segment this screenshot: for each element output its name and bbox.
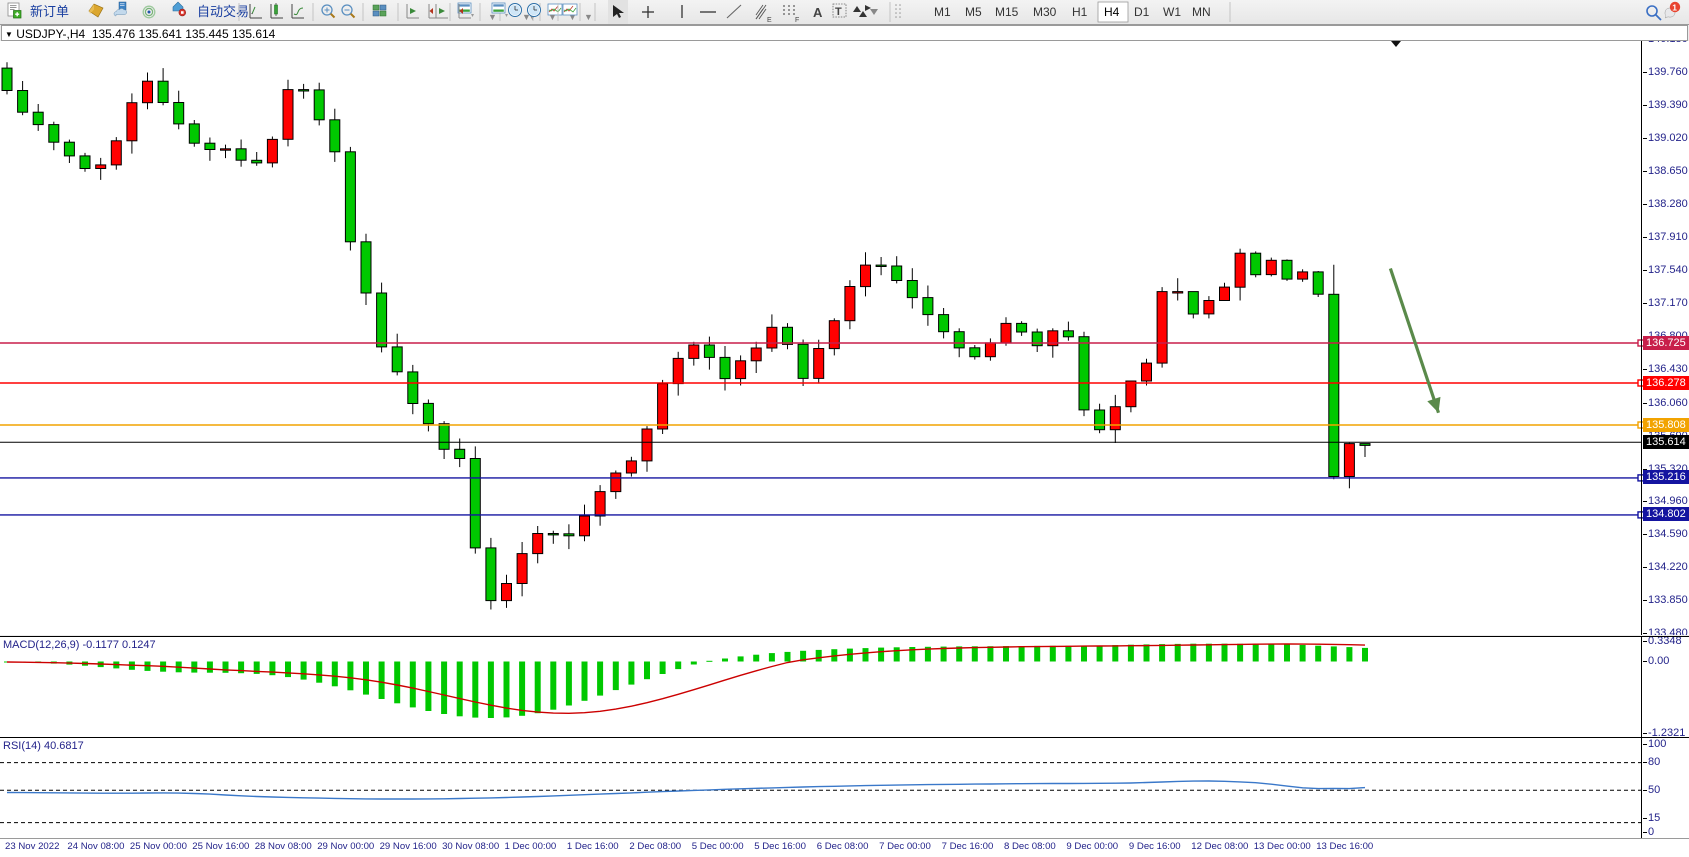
svg-text:A: A bbox=[813, 5, 823, 20]
svg-text:W1: W1 bbox=[1163, 5, 1181, 19]
svg-text:M1: M1 bbox=[934, 5, 951, 19]
svg-text:M5: M5 bbox=[965, 5, 982, 19]
svg-text:▼: ▼ bbox=[488, 12, 497, 22]
svg-text:▼: ▼ bbox=[548, 12, 557, 22]
svg-text:F: F bbox=[795, 17, 799, 24]
svg-text:MN: MN bbox=[1192, 5, 1211, 19]
svg-text:D1: D1 bbox=[1134, 5, 1150, 19]
svg-text:M30: M30 bbox=[1033, 5, 1057, 19]
svg-text:T: T bbox=[835, 6, 842, 18]
svg-text:自动交易: 自动交易 bbox=[197, 4, 249, 19]
svg-text:E: E bbox=[767, 17, 772, 24]
svg-text:H4: H4 bbox=[1104, 5, 1120, 19]
svg-text:1: 1 bbox=[1672, 2, 1677, 12]
svg-text:M15: M15 bbox=[995, 5, 1019, 19]
svg-text:新订单: 新订单 bbox=[30, 4, 69, 19]
svg-text:H1: H1 bbox=[1072, 5, 1088, 19]
svg-text:▼: ▼ bbox=[584, 12, 593, 22]
